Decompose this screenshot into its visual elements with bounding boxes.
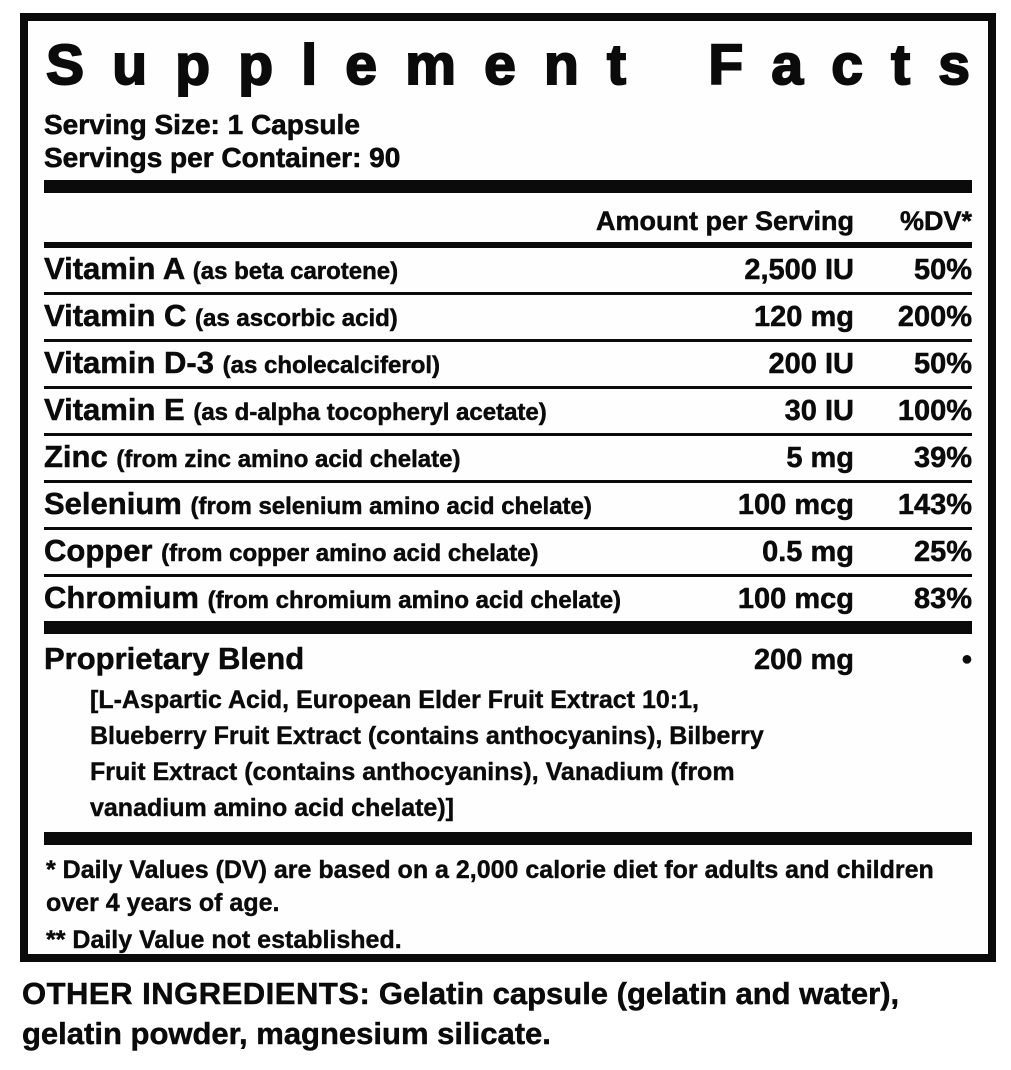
servings-per-container-line: Servings per Container: 90	[44, 141, 401, 174]
row-label: Vitamin D-3 (as cholecalciferol)	[44, 345, 654, 384]
row-dv: 83%	[913, 582, 973, 616]
row-label: Copper (from copper amino acid chelate)	[44, 533, 654, 572]
row-label: Vitamin A (as beta carotene)	[44, 251, 654, 290]
row-dv: 50%	[913, 253, 973, 287]
title-letter: p	[237, 32, 274, 98]
title-letter: m	[404, 32, 457, 98]
blend-name: Proprietary Blend	[44, 640, 305, 677]
row-name: Vitamin A	[44, 250, 185, 287]
row-name: Vitamin D-3	[44, 344, 214, 381]
title-letter: S	[45, 32, 85, 98]
title-letter: p	[174, 32, 211, 98]
blend-line: Fruit Extract (contains anthocyanins), V…	[90, 757, 735, 786]
row-label: Vitamin C (as ascorbic acid)	[44, 298, 654, 337]
other-ingredients: OTHER INGREDIENTS: Gelatin capsule (gela…	[22, 974, 1000, 1054]
row-name: Zinc	[44, 438, 108, 475]
title-letter: t	[606, 32, 627, 98]
row-name: Vitamin C	[44, 297, 187, 334]
table-row: Copper (from copper amino acid chelate) …	[44, 530, 972, 577]
blend-line: vanadium amino acid chelate)]	[90, 793, 454, 822]
row-name: Selenium	[44, 485, 182, 522]
table-row: Chromium (from chromium amino acid chela…	[44, 577, 973, 621]
title-letter	[654, 27, 680, 104]
title-letter: c	[830, 32, 864, 98]
table-row: Vitamin C (as ascorbic acid) 120 mg 200%	[44, 295, 972, 342]
row-dv: 143%	[897, 488, 973, 522]
blend-dv-bullet: •	[961, 643, 973, 677]
table-header: Amount per Serving %DV*	[44, 193, 972, 248]
row-name: Chromium	[44, 579, 200, 616]
row-detail: (as cholecalciferol)	[222, 351, 441, 380]
separator-bar-bottom	[44, 831, 972, 845]
footnote-daily-values: * Daily Values (DV) are based on a 2,000…	[46, 855, 934, 917]
table-row: Vitamin D-3 (as cholecalciferol) 200 IU …	[44, 342, 972, 389]
table-row: Vitamin A (as beta carotene) 2,500 IU 50…	[44, 248, 972, 295]
row-detail: (from zinc amino acid chelate)	[116, 445, 461, 474]
title-letter: e	[483, 32, 517, 98]
blend-description: [L-Aspartic Acid, European Elder Fruit E…	[90, 682, 972, 826]
title-letter: a	[770, 32, 804, 98]
row-detail: (as beta carotene)	[192, 257, 399, 286]
row-dv: 25%	[913, 535, 973, 569]
blend-row: Proprietary Blend 200 mg •	[44, 634, 973, 680]
row-dv: 50%	[913, 347, 973, 381]
row-amount: 0.5 mg	[762, 535, 854, 569]
row-detail: (from selenium amino acid chelate)	[190, 492, 592, 521]
title-letter: u	[111, 32, 148, 98]
title-letter: F	[707, 32, 744, 98]
row-label: Zinc (from zinc amino acid chelate)	[44, 439, 654, 478]
title-letter: t	[890, 32, 911, 98]
footnotes: * Daily Values (DV) are based on a 2,000…	[44, 854, 972, 957]
row-detail: (as ascorbic acid)	[195, 304, 398, 333]
row-name: Vitamin E	[44, 391, 185, 428]
row-detail: (as d-alpha tocopheryl acetate)	[193, 398, 547, 427]
row-detail: (from copper amino acid chelate)	[161, 539, 539, 568]
title-letter: e	[344, 32, 378, 98]
row-label: Selenium (from selenium amino acid chela…	[44, 486, 654, 525]
other-ingredients-text: Gelatin capsule (gelatin and water), gel…	[22, 976, 900, 1052]
row-amount: 30 IU	[784, 394, 854, 428]
header-percent-dv: %DV*	[899, 205, 973, 237]
row-amount: 5 mg	[786, 441, 854, 475]
separator-bar-top	[44, 179, 972, 193]
row-dv: 100%	[897, 394, 973, 428]
row-dv: 200%	[897, 300, 973, 334]
title-letter: l	[300, 32, 318, 98]
table-row: Zinc (from zinc amino acid chelate) 5 mg…	[44, 436, 972, 483]
title-letter: s	[937, 32, 971, 98]
row-amount: 100 mcg	[737, 582, 855, 616]
serving-size-line: Serving Size: 1 Capsule	[44, 108, 360, 141]
row-label: Vitamin E (as d-alpha tocopheryl acetate…	[44, 392, 654, 431]
row-amount: 200 IU	[768, 347, 854, 381]
row-amount: 2,500 IU	[744, 253, 854, 287]
row-amount: 120 mg	[754, 300, 854, 334]
table-rows: Vitamin A (as beta carotene) 2,500 IU 50…	[44, 248, 973, 621]
blend-line: [L-Aspartic Acid, European Elder Fruit E…	[90, 685, 699, 714]
blend-amount: 200 mg	[754, 643, 854, 677]
blend-line: Blueberry Fruit Extract (contains anthoc…	[90, 721, 764, 750]
header-amount-per-serving: Amount per Serving	[595, 205, 855, 237]
footnote-not-established: ** Daily Value not established.	[46, 925, 402, 954]
row-name: Copper	[44, 532, 153, 569]
table-row: Selenium (from selenium amino acid chela…	[44, 483, 972, 530]
row-detail: (from chromium amino acid chelate)	[207, 586, 622, 615]
row-dv: 39%	[913, 441, 973, 475]
title-letter: n	[543, 32, 580, 98]
other-ingredients-label: OTHER INGREDIENTS:	[22, 976, 371, 1012]
row-label: Chromium (from chromium amino acid chela…	[44, 580, 654, 619]
row-amount: 100 mcg	[737, 488, 855, 522]
separator-bar-middle	[44, 620, 972, 634]
table-row: Vitamin E (as d-alpha tocopheryl acetate…	[44, 389, 972, 436]
